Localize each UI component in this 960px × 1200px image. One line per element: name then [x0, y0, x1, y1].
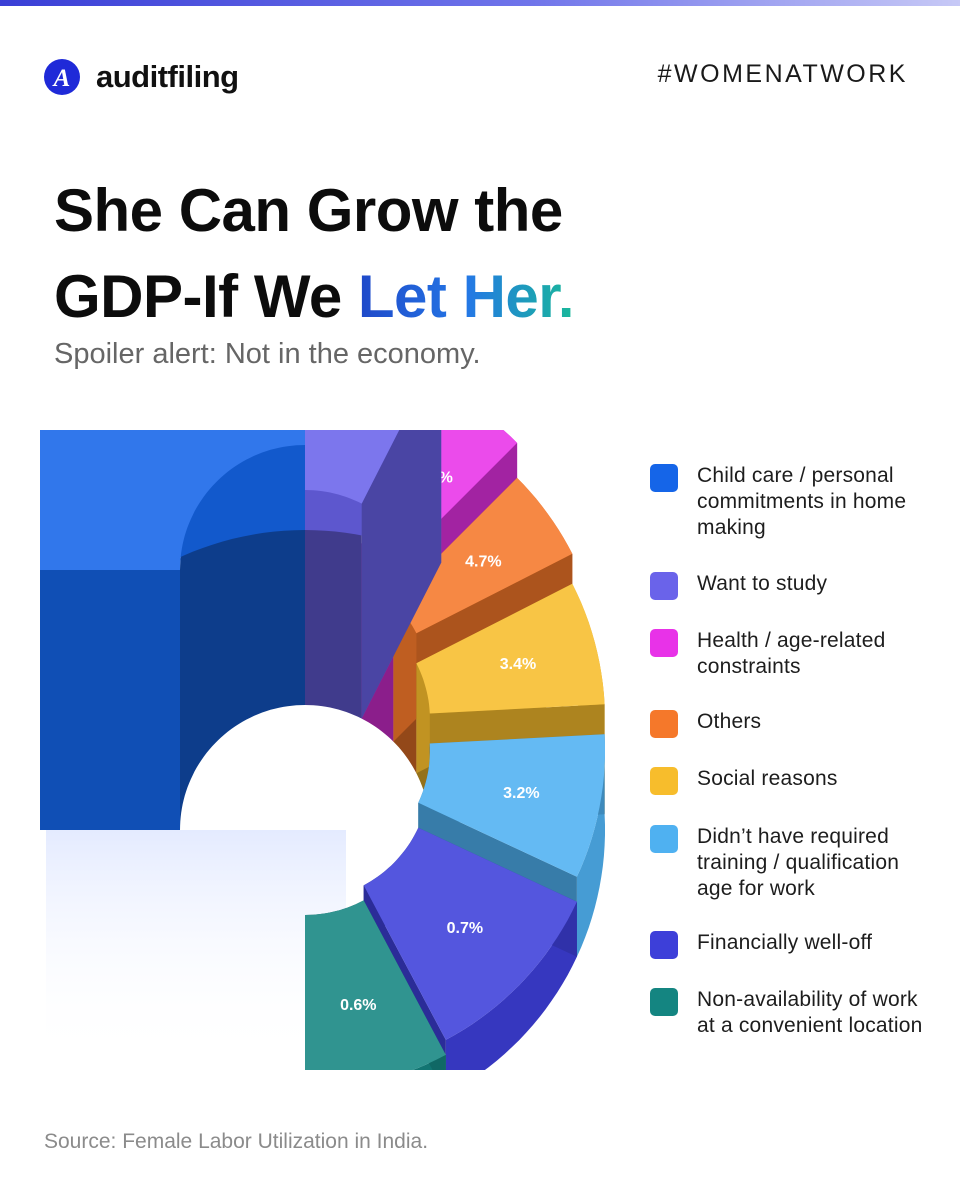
legend-item-4: Others [650, 709, 937, 738]
slice-2 [305, 430, 442, 719]
legend-swatch [650, 572, 678, 600]
source-note: Source: Female Labor Utilization in Indi… [44, 1130, 429, 1153]
legend-item-5: Social reasons [650, 766, 937, 795]
legend-swatch [650, 825, 678, 853]
legend-item-3: Health / age-related constraints [650, 628, 937, 680]
donut-chart-svg: 9.3%4.7%3.4%3.2%0.7%0.6%33.6%44.5% [40, 430, 605, 1070]
legend-label: Non-availability of work at a convenient… [697, 988, 923, 1037]
slice-1 [40, 430, 305, 830]
data-label-6: 3.2% [503, 785, 539, 802]
legend-label: Health / age-related constraints [697, 629, 886, 678]
data-label-8: 0.6% [340, 997, 376, 1014]
legend-swatch [650, 767, 678, 795]
legend-swatch [650, 988, 678, 1016]
legend-swatch [650, 464, 678, 492]
legend-swatch [650, 931, 678, 959]
legend-swatch [650, 710, 678, 738]
legend-label: Others [697, 710, 762, 733]
top-accent-bar [0, 0, 960, 6]
data-label-7: 0.7% [447, 920, 483, 937]
title-line-2: GDP-If We [54, 263, 358, 330]
legend-item-8: Non-availability of work at a convenient… [650, 987, 937, 1039]
legend-item-7: Financially well-off [650, 930, 937, 959]
data-label-5: 3.4% [500, 656, 536, 673]
legend-label: Want to study [697, 572, 828, 595]
brand: A auditfiling [44, 58, 239, 96]
title-accent: Let Her. [357, 263, 575, 330]
legend-item-6: Didn’t have required training / qualific… [650, 824, 937, 902]
legend-label: Child care / personal commitments in hom… [697, 464, 907, 539]
data-label-4: 4.7% [465, 553, 501, 570]
brand-name: auditfiling [96, 59, 239, 94]
legend-label: Financially well-off [697, 931, 873, 954]
brand-logo-mark: A [52, 65, 71, 92]
subtitle: Spoiler alert: Not in the economy. [54, 338, 481, 370]
donut-chart: 9.3%4.7%3.4%3.2%0.7%0.6%33.6%44.5% [40, 430, 620, 1070]
title-line-1: She Can Grow the [54, 177, 563, 244]
slice-8 [305, 900, 446, 1070]
svg-text:A: A [52, 65, 71, 92]
legend-item-2: Want to study [650, 571, 937, 600]
hashtag: #WOMENATWORK [657, 60, 908, 88]
legend-item-1: Child care / personal commitments in hom… [650, 463, 937, 541]
page-title: She Can Grow the GDP-If We Let Her. [54, 168, 914, 340]
legend-label: Social reasons [697, 767, 838, 790]
legend-label: Didn’t have required training / qualific… [697, 825, 900, 900]
legend-swatch [650, 629, 678, 657]
chart-reflection [46, 830, 346, 1060]
brand-logo-icon: A [44, 59, 80, 95]
